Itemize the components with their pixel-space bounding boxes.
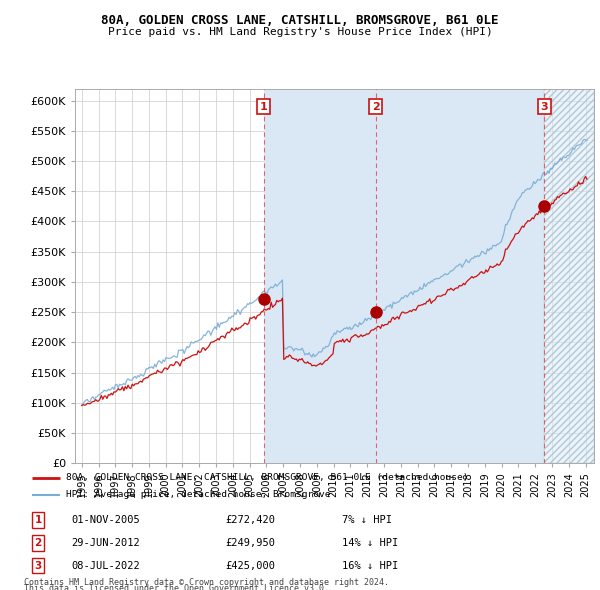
Text: 3: 3 [34,561,41,571]
Text: 2: 2 [372,101,380,112]
Text: This data is licensed under the Open Government Licence v3.0.: This data is licensed under the Open Gov… [24,584,329,590]
Text: 1: 1 [34,515,41,525]
Text: 08-JUL-2022: 08-JUL-2022 [71,561,140,571]
Text: 29-JUN-2012: 29-JUN-2012 [71,538,140,548]
Text: 7% ↓ HPI: 7% ↓ HPI [342,515,392,525]
Bar [263,88,376,463]
Bar [544,88,594,463]
Bar [376,88,544,463]
Text: 2: 2 [34,538,41,548]
Text: 80A, GOLDEN CROSS LANE, CATSHILL, BROMSGROVE, B61 0LE: 80A, GOLDEN CROSS LANE, CATSHILL, BROMSG… [101,14,499,27]
Text: 80A, GOLDEN CROSS LANE, CATSHILL, BROMSGROVE, B61 0LE (detached house): 80A, GOLDEN CROSS LANE, CATSHILL, BROMSG… [66,473,469,482]
Text: 1: 1 [260,101,268,112]
Text: £249,950: £249,950 [225,538,275,548]
Text: £272,420: £272,420 [225,515,275,525]
Text: HPI: Average price, detached house, Bromsgrove: HPI: Average price, detached house, Brom… [66,490,331,499]
Text: 16% ↓ HPI: 16% ↓ HPI [342,561,398,571]
Bar [544,88,594,463]
Text: Contains HM Land Registry data © Crown copyright and database right 2024.: Contains HM Land Registry data © Crown c… [24,578,389,587]
Text: 3: 3 [541,101,548,112]
Text: 14% ↓ HPI: 14% ↓ HPI [342,538,398,548]
Text: Price paid vs. HM Land Registry's House Price Index (HPI): Price paid vs. HM Land Registry's House … [107,28,493,37]
Text: £425,000: £425,000 [225,561,275,571]
Text: 01-NOV-2005: 01-NOV-2005 [71,515,140,525]
